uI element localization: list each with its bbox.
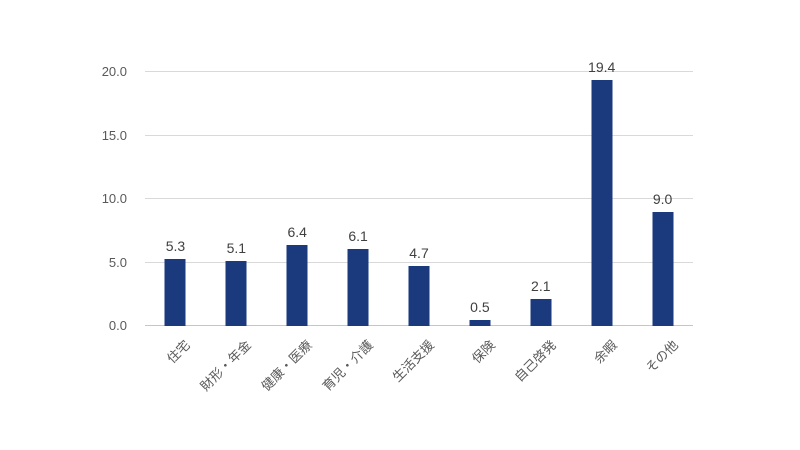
bar-column: 2.1 自己啓発 [510, 72, 571, 384]
bar-value-label: 6.1 [348, 227, 368, 244]
bar-column: 6.1 育児・介護 [319, 72, 389, 394]
bar-value-label: 0.5 [470, 298, 490, 315]
bar [225, 261, 247, 326]
bar [408, 266, 430, 326]
category-label: 健康・医療 [258, 337, 316, 394]
bar-value-label: 5.3 [165, 237, 186, 254]
bar-value-label: 5.1 [226, 240, 247, 257]
bar [469, 319, 491, 326]
bar [591, 79, 613, 326]
category-label: 生活支援 [389, 337, 437, 385]
category-label: 余暇 [590, 337, 620, 367]
bar-value-label: 2.1 [531, 278, 551, 295]
bar-column: 4.7 生活支援 [389, 72, 450, 384]
bar-value-label: 4.7 [409, 245, 429, 262]
category-label: その他 [642, 337, 681, 376]
y-tick-label: 10.0 [101, 191, 127, 206]
bar-column: 5.3 住宅 [145, 72, 206, 367]
bar-value-label: 19.4 [588, 58, 616, 75]
y-gridline [145, 71, 693, 72]
bar-column: 6.4 健康・医療 [259, 72, 328, 394]
bar-column: 0.5 保険 [449, 72, 510, 367]
category-label: 財形・年金 [197, 337, 255, 394]
y-tick-label: 15.0 [101, 127, 127, 143]
bar [530, 299, 552, 326]
category-label: 育児・介護 [319, 337, 377, 394]
plot-area: 0.0 5.0 10.0 15.0 20.0 5.3 住宅 5.1 財形・年金 6.4 健康・医療 6… [102, 60, 693, 394]
bar [164, 258, 186, 326]
bar-value-label: 6.4 [287, 223, 307, 240]
y-gridline [145, 261, 693, 263]
category-label: 保険 [468, 337, 498, 367]
y-gridline [145, 134, 693, 136]
category-label: 住宅 [164, 337, 194, 367]
y-gridline [145, 198, 693, 199]
bar-column: 5.1 財形・年金 [198, 72, 267, 394]
bar [286, 244, 308, 326]
category-label: 自己啓発 [511, 337, 559, 385]
y-tick-label: 0.0 [108, 318, 127, 333]
bars-container: 5.3 住宅 5.1 財形・年金 6.4 健康・医療 6.1 育児・介護 4.7 生活支援 0.5 保… [145, 60, 693, 394]
bar-column: 19.4 余暇 [571, 60, 632, 367]
bar [652, 211, 674, 326]
bar-column: 9.0 その他 [632, 72, 693, 376]
y-tick-label: 5.0 [108, 254, 127, 270]
bar [347, 248, 369, 326]
bar-value-label: 9.0 [652, 190, 673, 207]
y-tick-label: 20.0 [101, 64, 127, 79]
